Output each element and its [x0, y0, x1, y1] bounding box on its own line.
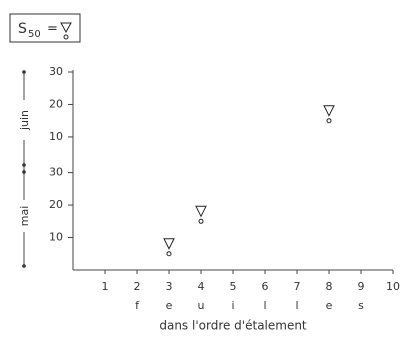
month-label: juin: [18, 110, 31, 131]
y-tick-label: 10: [49, 231, 63, 244]
x-tick-label: 1: [102, 280, 109, 293]
x-tick-label: 5: [230, 280, 237, 293]
x-letter: u: [198, 299, 205, 312]
x-tick-label: 4: [198, 280, 205, 293]
point: [323, 105, 335, 124]
label-bg: [17, 100, 31, 140]
x-letter: l: [263, 299, 266, 312]
x-letter: e: [326, 299, 333, 312]
legend-box: [9, 13, 81, 43]
point-dot: [166, 251, 172, 257]
y-tick-label: 30: [49, 65, 63, 78]
point-dot: [198, 218, 204, 224]
x-tick-label: 7: [294, 280, 301, 293]
x-letter: s: [358, 299, 364, 312]
y-tick-label: 20: [49, 97, 63, 110]
label-bg: [17, 200, 31, 232]
x-tick-label: 8: [326, 280, 333, 293]
x-tick-label: 10: [386, 280, 400, 293]
x-letter: e: [166, 299, 173, 312]
bracket-dot: [22, 264, 26, 268]
x-axis-label: dans l'ordre d'étalement: [159, 319, 307, 333]
point: [195, 205, 207, 224]
x-tick-label: 3: [166, 280, 173, 293]
point-triangle: [163, 238, 175, 250]
point: [163, 238, 175, 257]
legend-marker: [60, 22, 72, 40]
point-dot: [326, 118, 332, 124]
x-tick-label: 2: [134, 280, 141, 293]
legend-symbol: S: [18, 21, 27, 37]
y-tick-label: 10: [49, 130, 63, 143]
bracket-dot: [22, 170, 26, 174]
x-letter: l: [295, 299, 298, 312]
bracket-dot: [22, 70, 26, 74]
x-tick-label: 9: [358, 280, 365, 293]
point-triangle: [323, 105, 335, 117]
x-letter: f: [135, 299, 140, 312]
month-label: mai: [18, 206, 31, 227]
legend-equals: =: [47, 22, 58, 37]
x-letter: i: [231, 299, 234, 312]
y-tick-label: 30: [49, 166, 63, 179]
point-triangle: [195, 205, 207, 218]
y-tick-label: 20: [49, 198, 63, 211]
x-tick-label: 6: [262, 280, 269, 293]
legend-subscript: 50: [28, 29, 41, 40]
bracket-dot: [22, 163, 26, 167]
